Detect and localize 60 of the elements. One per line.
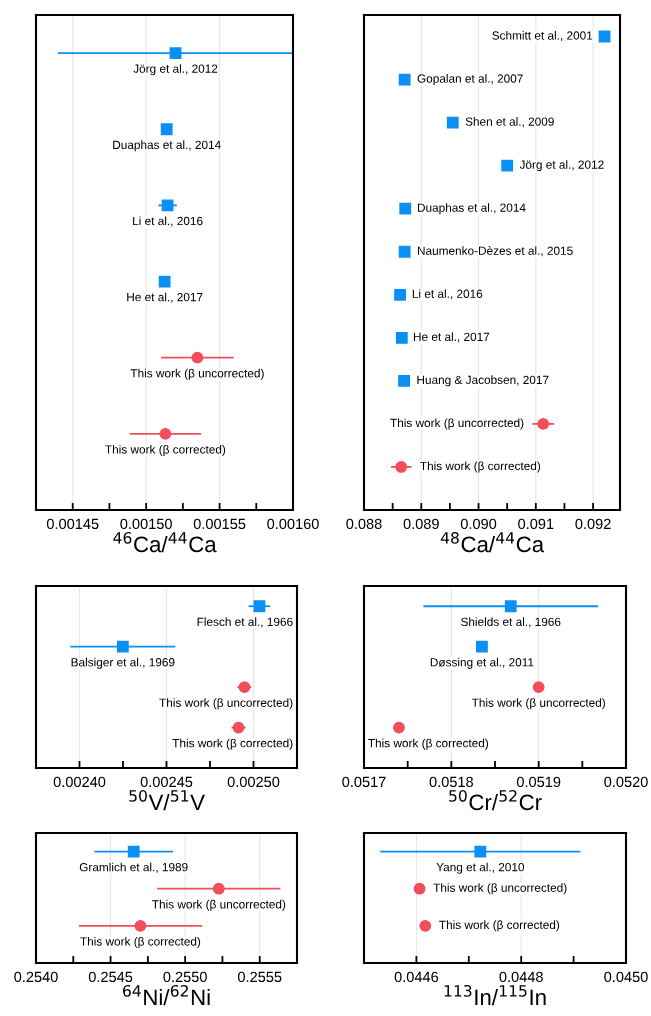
x-tick-label: 0.0448 bbox=[499, 971, 543, 983]
category-label: Gramlich et al., 1989 bbox=[79, 862, 188, 873]
category-label: Jörg et al., 2012 bbox=[133, 64, 218, 76]
category-label: This work (β uncorrected) bbox=[390, 418, 524, 430]
category-label: This work (β uncorrected) bbox=[471, 698, 605, 710]
category-label: This work (β corrected) bbox=[105, 444, 226, 456]
category-label: Døssing et al., 2011 bbox=[430, 657, 534, 669]
x-tick-label: 0.00240 bbox=[53, 776, 106, 788]
x-tick-label: 0.088 bbox=[346, 518, 382, 530]
x-axis-title: $^{48}$Ca/$^{44}$Ca bbox=[440, 531, 545, 553]
category-label: Yang et al., 2010 bbox=[436, 862, 525, 874]
category-label: Shields et al., 1966 bbox=[461, 617, 561, 628]
x-tick-label: 0.00155 bbox=[193, 518, 246, 530]
x-tick-label: 0.2555 bbox=[237, 971, 282, 983]
x-axis-title: $^{64}$Ni/$^{62}$Ni bbox=[123, 984, 210, 1006]
category-label: He et al., 2017 bbox=[413, 332, 490, 343]
category-label: Huang & Jacobsen, 2017 bbox=[417, 375, 549, 387]
category-label: Jörg et al., 2012 bbox=[519, 160, 604, 172]
x-axis-title: $^{50}$V/$^{51}$V bbox=[129, 789, 205, 811]
x-axis-title: $^{46}$Ca/$^{44}$Ca bbox=[113, 531, 217, 553]
x-tick-label: 0.00150 bbox=[120, 518, 172, 530]
category-label: This work (β corrected) bbox=[80, 936, 201, 948]
category-label: Shen et al., 2009 bbox=[465, 117, 554, 128]
x-tick-label: 0.00250 bbox=[227, 776, 280, 788]
x-tick-label: 0.090 bbox=[460, 518, 497, 530]
x-tick-label: 0.00245 bbox=[140, 776, 193, 788]
category-label: This work (β corrected) bbox=[172, 738, 293, 750]
x-tick-label: 0.0517 bbox=[342, 776, 386, 788]
category-label: Balsiger et al., 1969 bbox=[71, 657, 175, 669]
category-label: Li et al., 2016 bbox=[133, 216, 203, 227]
x-tick-label: 0.0520 bbox=[604, 776, 648, 788]
category-label: Schmitt et al., 2001 bbox=[492, 31, 593, 42]
category-label: This work (β uncorrected) bbox=[152, 899, 286, 911]
x-tick-label: 0.2540 bbox=[14, 971, 58, 983]
x-axis-title: $^{113}$In/$^{115}$In bbox=[444, 984, 546, 1006]
x-tick-label: 0.0446 bbox=[394, 971, 439, 983]
category-label: Flesch et al., 1966 bbox=[197, 617, 293, 628]
category-label: This work (β uncorrected) bbox=[433, 883, 567, 895]
x-tick-label: 0.092 bbox=[575, 518, 611, 530]
category-label: Gopalan et al., 2007 bbox=[417, 74, 523, 86]
x-tick-label: 0.2550 bbox=[163, 971, 207, 983]
category-label: Li et al., 2016 bbox=[412, 289, 483, 300]
x-tick-label: 0.00160 bbox=[267, 518, 319, 530]
x-tick-label: 0.091 bbox=[518, 518, 554, 530]
category-label: This work (β corrected) bbox=[439, 920, 560, 932]
category-label: He et al., 2017 bbox=[127, 292, 203, 303]
category-label: This work (β uncorrected) bbox=[130, 368, 264, 380]
category-label: Duaphas et al., 2014 bbox=[417, 203, 526, 215]
x-tick-label: 0.00145 bbox=[46, 518, 99, 530]
x-tick-label: 0.0450 bbox=[604, 971, 648, 983]
x-axis-title: $^{50}$Cr/$^{52}$Cr bbox=[449, 789, 542, 811]
x-tick-label: 0.0519 bbox=[516, 776, 561, 788]
category-label: Naumenko-Dèzes et al., 2015 bbox=[417, 246, 573, 257]
x-tick-label: 0.089 bbox=[403, 518, 439, 530]
category-label: Duaphas et al., 2014 bbox=[113, 140, 221, 152]
category-label: This work (β uncorrected) bbox=[159, 698, 293, 710]
category-label: This work (β corrected) bbox=[368, 738, 489, 750]
x-tick-label: 0.0518 bbox=[429, 776, 473, 788]
x-tick-label: 0.2545 bbox=[88, 971, 133, 983]
category-label: This work (β corrected) bbox=[420, 461, 541, 473]
